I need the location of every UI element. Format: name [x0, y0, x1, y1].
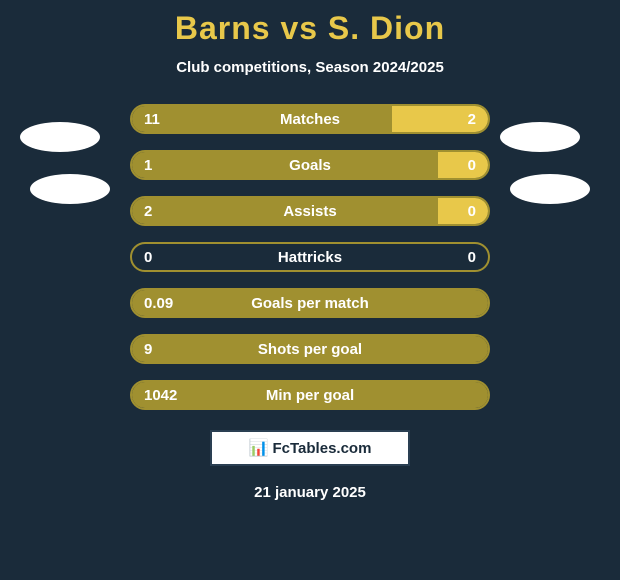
stat-label: Min per goal: [130, 380, 490, 410]
stat-row: 1042Min per goal: [130, 380, 490, 410]
stat-row: 2Assists0: [130, 196, 490, 226]
player-avatar-1: [30, 174, 110, 204]
stat-value-right: 0: [468, 196, 476, 226]
source-badge: 📊 FcTables.com: [210, 430, 410, 466]
stat-label: Goals per match: [130, 288, 490, 318]
comparison-title: Barns vs S. Dion: [0, 0, 620, 47]
source-logo-icon: 📊: [249, 438, 269, 458]
stat-label: Hattricks: [130, 242, 490, 272]
stat-row: 1Goals0: [130, 150, 490, 180]
player-avatar-0: [20, 122, 100, 152]
player-avatar-2: [500, 122, 580, 152]
stat-row: 11Matches2: [130, 104, 490, 134]
stat-label: Shots per goal: [130, 334, 490, 364]
stat-row: 0.09Goals per match: [130, 288, 490, 318]
player-avatar-3: [510, 174, 590, 204]
source-text: FcTables.com: [273, 440, 372, 457]
subtitle: Club competitions, Season 2024/2025: [0, 59, 620, 76]
stat-row: 0Hattricks0: [130, 242, 490, 272]
stat-label: Assists: [130, 196, 490, 226]
stat-value-right: 0: [468, 150, 476, 180]
stat-row: 9Shots per goal: [130, 334, 490, 364]
stat-value-right: 0: [468, 242, 476, 272]
stat-value-right: 2: [468, 104, 476, 134]
stat-label: Goals: [130, 150, 490, 180]
stat-label: Matches: [130, 104, 490, 134]
date-label: 21 january 2025: [0, 484, 620, 501]
